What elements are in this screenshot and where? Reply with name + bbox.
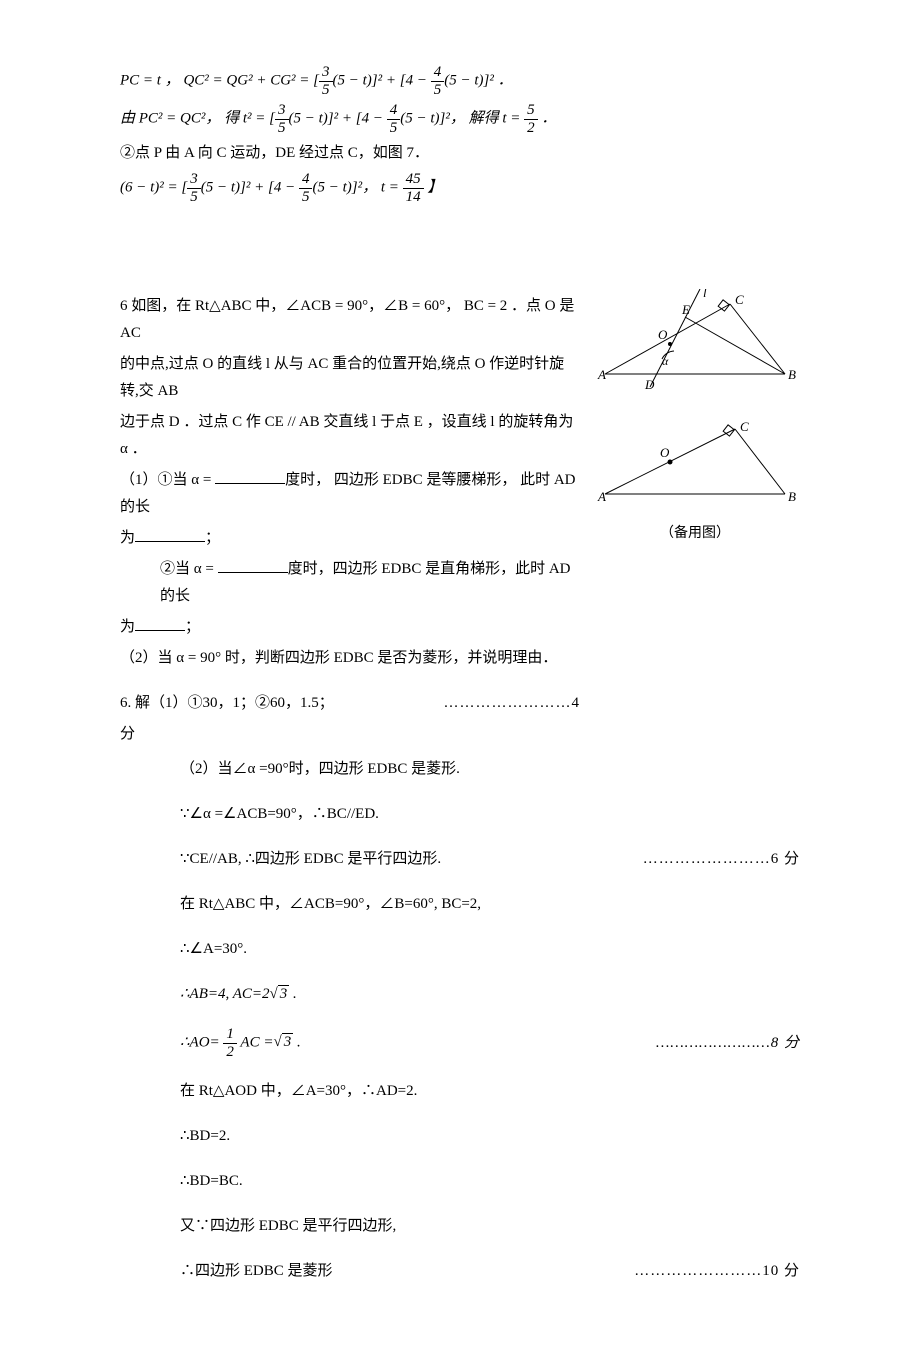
svg-text:A: A bbox=[597, 489, 606, 504]
svg-text:O: O bbox=[660, 445, 670, 460]
equation-case2: (6 − t)² = [35(5 − t)]² + [4 − 45(5 − t)… bbox=[120, 171, 800, 205]
blank-alpha2 bbox=[218, 557, 288, 573]
s12: ∴四边形 EDBC 是菱形 ……………………10 分 bbox=[120, 1258, 800, 1285]
figures-column: A B C D E O l α A B C O （备用图） bbox=[590, 289, 800, 546]
blank-alpha1 bbox=[215, 468, 285, 484]
svg-text:α: α bbox=[662, 354, 669, 368]
s11: 又∵四边形 EDBC 是平行四边形, bbox=[120, 1213, 800, 1240]
eq1-mid: QC² = QG² + CG² = [ bbox=[183, 72, 319, 88]
svg-text:E: E bbox=[681, 302, 690, 317]
s9: ∴BD=2. bbox=[120, 1123, 800, 1150]
p6-q2: （2）当 α = 90° 时，判断四边形 EDBC 是否为菱形，并说明理由． bbox=[120, 645, 580, 672]
s7: ∴AO= 12 AC =√3 . ……………………8 分 bbox=[120, 1026, 800, 1060]
p6-intro-c: 边于点 D ．过点 C 作 CE // AB 交直线 l 于点 E ，设直线 l… bbox=[120, 409, 580, 463]
s1: （2）当∠α =90°时，四边形 EDBC 是菱形. bbox=[120, 756, 800, 783]
p6-intro-a: 6 如图，在 Rt△ABC 中，∠ACB = 90°，∠B = 60°， BC … bbox=[120, 293, 580, 347]
s2: ∵∠α =∠ACB=90°，∴BC//ED. bbox=[120, 801, 800, 828]
eq1-lhs: PC = t ， bbox=[120, 72, 180, 88]
s6: ∴AB=4, AC=2√3 . bbox=[120, 981, 800, 1008]
figure-2: A B C O bbox=[590, 419, 800, 509]
figure2-caption: （备用图） bbox=[590, 521, 800, 546]
svg-text:B: B bbox=[788, 489, 796, 504]
s5: ∴∠A=30°. bbox=[120, 936, 800, 963]
svg-text:l: l bbox=[703, 289, 707, 300]
case2-label: ②点 P 由 A 向 C 运动，DE 经过点 C，如图 7． bbox=[120, 140, 800, 167]
sol6-head: 6. 解（1）①30，1；②60，1.5； ……………………4 bbox=[120, 690, 580, 717]
svg-text:D: D bbox=[644, 377, 655, 389]
problem6-row: 6 如图，在 Rt△ABC 中，∠ACB = 90°，∠B = 60°， BC … bbox=[120, 289, 800, 752]
blank-ad1 bbox=[135, 526, 205, 542]
svg-text:A: A bbox=[597, 367, 606, 382]
p6-q1a-tail: 为； bbox=[120, 525, 580, 552]
figure-1: A B C D E O l α bbox=[590, 289, 800, 389]
p6-q1b: ②当 α = 度时，四边形 EDBC 是直角梯形，此时 AD 的长 bbox=[120, 556, 580, 610]
s8: 在 Rt△AOD 中，∠A=30°，∴AD=2. bbox=[120, 1078, 800, 1105]
svg-text:C: C bbox=[735, 292, 744, 307]
equation-pc-qc: PC = t ， QC² = QG² + CG² = [35(5 − t)]² … bbox=[120, 64, 800, 98]
blank-ad2 bbox=[135, 615, 185, 631]
problem6-text: 6 如图，在 Rt△ABC 中，∠ACB = 90°，∠B = 60°， BC … bbox=[120, 289, 580, 752]
svg-text:O: O bbox=[658, 327, 668, 342]
sol6-fen: 分 bbox=[120, 721, 580, 748]
p6-q1b-tail: 为； bbox=[120, 614, 580, 641]
svg-text:C: C bbox=[740, 419, 749, 434]
s10: ∴BD=BC. bbox=[120, 1168, 800, 1195]
s3: ∵CE//AB, ∴四边形 EDBC 是平行四边形. ……………………6 分 bbox=[120, 846, 800, 873]
equation-solve-t: 由 PC² = QC²， 得 t² = [35(5 − t)]² + [4 − … bbox=[120, 102, 800, 136]
p6-q1a: （1）①当 α = 度时， 四边形 EDBC 是等腰梯形， 此时 AD 的长 bbox=[120, 467, 580, 521]
svg-text:B: B bbox=[788, 367, 796, 382]
p6-intro-b: 的中点,过点 O 的直线 l 从与 AC 重合的位置开始,绕点 O 作逆时针旋转… bbox=[120, 351, 580, 405]
s4: 在 Rt△ABC 中，∠ACB=90°，∠B=60°, BC=2, bbox=[120, 891, 800, 918]
